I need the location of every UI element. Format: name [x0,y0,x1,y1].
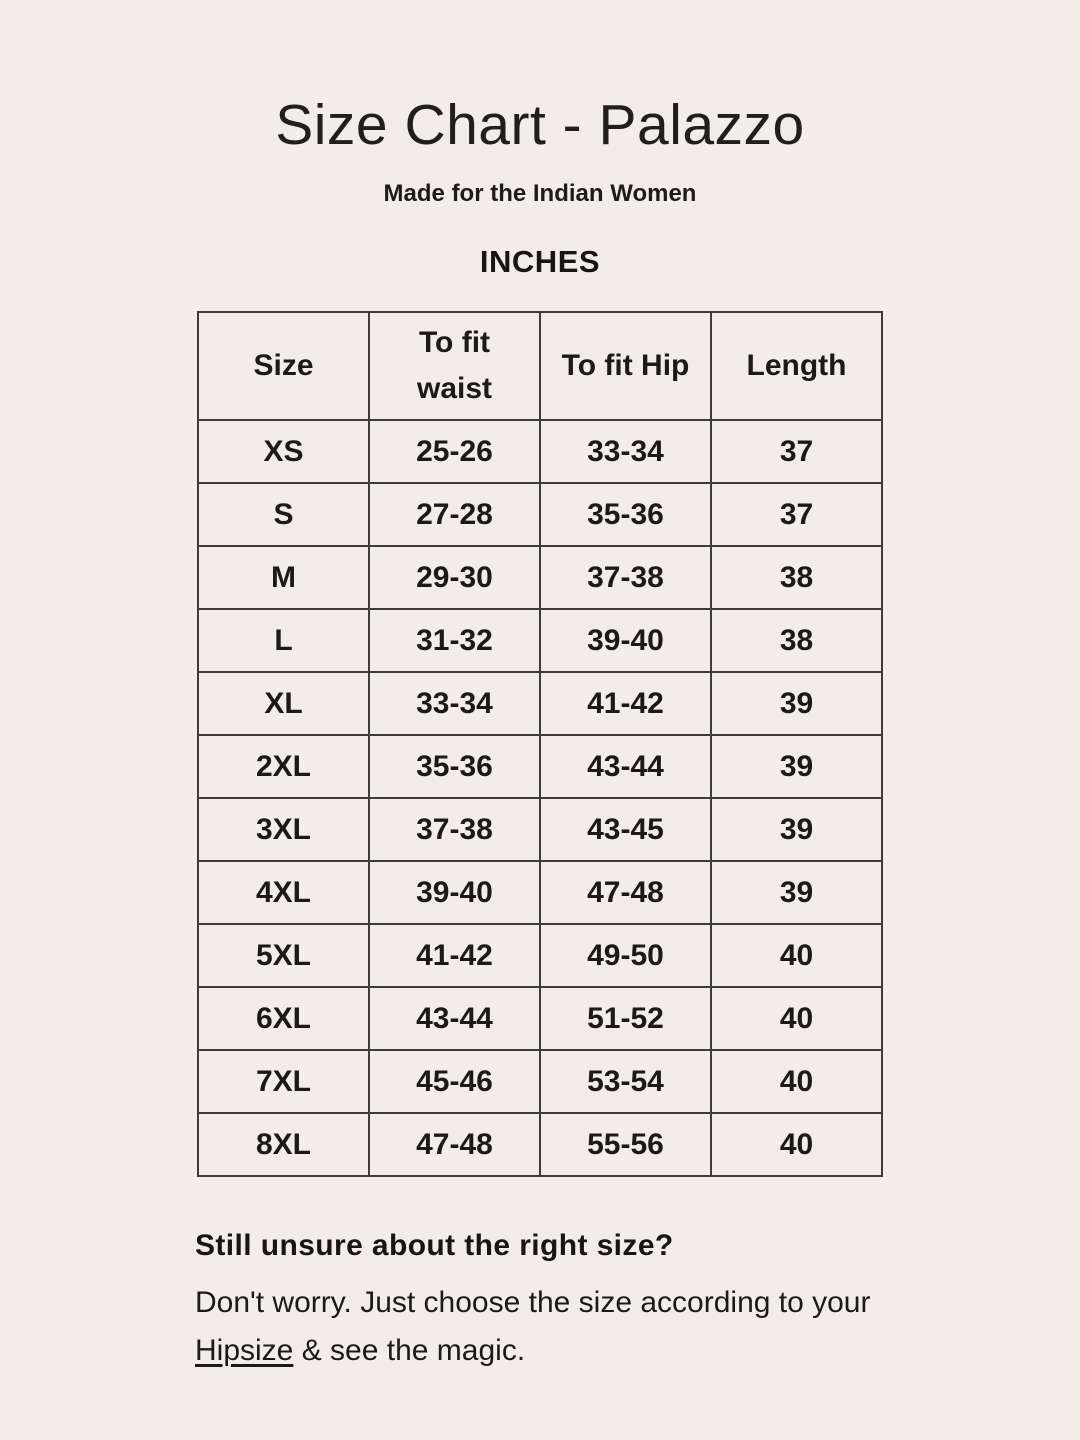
size-cell: L [197,608,370,673]
waist-cell: 47-48 [368,1112,541,1177]
hip-cell: 53-54 [539,1049,712,1114]
footer-line2-rest: & see the magic. [293,1334,526,1367]
size-cell: 7XL [197,1049,370,1114]
table-row: 5XL 41-42 49-50 40 [197,923,883,988]
table-row: L 31-32 39-40 38 [197,608,883,673]
length-cell: 38 [710,545,883,610]
table-row: S 27-28 35-36 37 [197,482,883,547]
size-cell: XL [197,671,370,736]
hip-cell: 55-56 [539,1112,712,1177]
table-row: 4XL 39-40 47-48 39 [197,860,883,925]
table-row: 2XL 35-36 43-44 39 [197,734,883,799]
length-cell: 40 [710,1049,883,1114]
column-header-waist: To fit waist [368,311,541,421]
column-header-length: Length [710,311,883,421]
length-cell: 40 [710,923,883,988]
hip-cell: 43-44 [539,734,712,799]
waist-cell: 25-26 [368,419,541,484]
length-cell: 39 [710,860,883,925]
hip-cell: 33-34 [539,419,712,484]
size-cell: 6XL [197,986,370,1051]
waist-cell: 37-38 [368,797,541,862]
waist-cell: 31-32 [368,608,541,673]
length-cell: 37 [710,419,883,484]
waist-cell: 35-36 [368,734,541,799]
size-cell: S [197,482,370,547]
footer-line1: Don't worry. Just choose the size accord… [195,1286,871,1319]
hipsize-link[interactable]: Hipsize [195,1334,294,1367]
length-cell: 39 [710,671,883,736]
table-row: 8XL 47-48 55-56 40 [197,1112,883,1177]
length-cell: 37 [710,482,883,547]
waist-cell: 43-44 [368,986,541,1051]
table-row: XS 25-26 33-34 37 [197,419,883,484]
unit-label: INCHES [479,244,601,279]
hip-cell: 37-38 [539,545,712,610]
table-row: 3XL 37-38 43-45 39 [197,797,883,862]
hip-cell: 49-50 [539,923,712,988]
hip-cell: 43-45 [539,797,712,862]
length-cell: 39 [710,797,883,862]
hip-cell: 47-48 [539,860,712,925]
size-cell: M [197,545,370,610]
size-cell: XS [197,419,370,484]
size-cell: 3XL [197,797,370,862]
table-header-row: Size To fit waist To fit Hip Length [197,311,883,421]
waist-cell: 45-46 [368,1049,541,1114]
size-cell: 8XL [197,1112,370,1177]
waist-cell: 39-40 [368,860,541,925]
length-cell: 39 [710,734,883,799]
waist-cell: 27-28 [368,482,541,547]
size-cell: 5XL [197,923,370,988]
table-row: M 29-30 37-38 38 [197,545,883,610]
waist-cell: 33-34 [368,671,541,736]
table-row: 6XL 43-44 51-52 40 [197,986,883,1051]
table-row: 7XL 45-46 53-54 40 [197,1049,883,1114]
hip-cell: 35-36 [539,482,712,547]
column-header-size: Size [197,311,370,421]
length-cell: 40 [710,1112,883,1177]
length-cell: 38 [710,608,883,673]
hip-cell: 51-52 [539,986,712,1051]
size-cell: 2XL [197,734,370,799]
table-row: XL 33-34 41-42 39 [197,671,883,736]
column-header-hip: To fit Hip [539,311,712,421]
page-subtitle: Made for the Indian Women [383,180,697,207]
size-cell: 4XL [197,860,370,925]
waist-cell: 29-30 [368,545,541,610]
footer-heading: Still unsure about the right size? [195,1229,674,1262]
size-chart-table: Size To fit waist To fit Hip Length XS 2… [197,311,883,1177]
page-title: Size Chart - Palazzo [275,93,805,157]
length-cell: 40 [710,986,883,1051]
hip-cell: 41-42 [539,671,712,736]
footer-body: Don't worry. Just choose the size accord… [195,1279,885,1375]
hip-cell: 39-40 [539,608,712,673]
footer-help-text: Still unsure about the right size? Don't… [195,1229,885,1375]
waist-cell: 41-42 [368,923,541,988]
